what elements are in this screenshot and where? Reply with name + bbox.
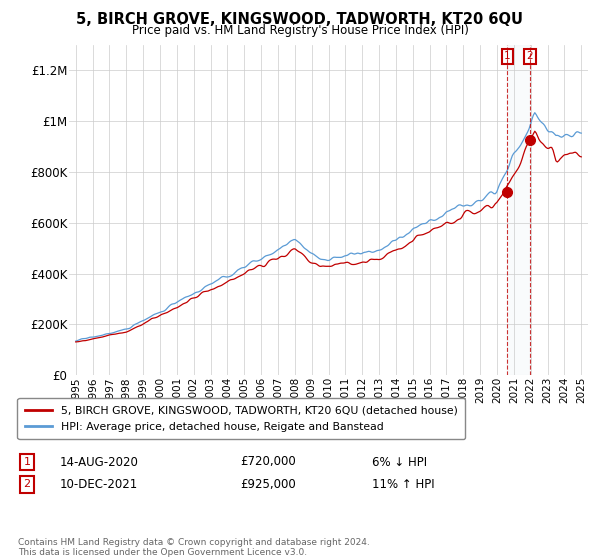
Text: 11% ↑ HPI: 11% ↑ HPI xyxy=(372,478,434,491)
Text: £720,000: £720,000 xyxy=(240,455,296,469)
Bar xyxy=(508,45,530,375)
Text: Contains HM Land Registry data © Crown copyright and database right 2024.
This d: Contains HM Land Registry data © Crown c… xyxy=(18,538,370,557)
Text: 1: 1 xyxy=(23,457,31,467)
Text: 14-AUG-2020: 14-AUG-2020 xyxy=(60,455,139,469)
Legend: 5, BIRCH GROVE, KINGSWOOD, TADWORTH, KT20 6QU (detached house), HPI: Average pri: 5, BIRCH GROVE, KINGSWOOD, TADWORTH, KT2… xyxy=(17,398,465,440)
Text: 2: 2 xyxy=(526,51,533,61)
Text: 6% ↓ HPI: 6% ↓ HPI xyxy=(372,455,427,469)
Text: 2: 2 xyxy=(23,479,31,489)
Text: £925,000: £925,000 xyxy=(240,478,296,491)
Text: 5, BIRCH GROVE, KINGSWOOD, TADWORTH, KT20 6QU: 5, BIRCH GROVE, KINGSWOOD, TADWORTH, KT2… xyxy=(77,12,523,27)
Text: 10-DEC-2021: 10-DEC-2021 xyxy=(60,478,138,491)
Text: Price paid vs. HM Land Registry's House Price Index (HPI): Price paid vs. HM Land Registry's House … xyxy=(131,24,469,37)
Text: 1: 1 xyxy=(504,51,511,61)
